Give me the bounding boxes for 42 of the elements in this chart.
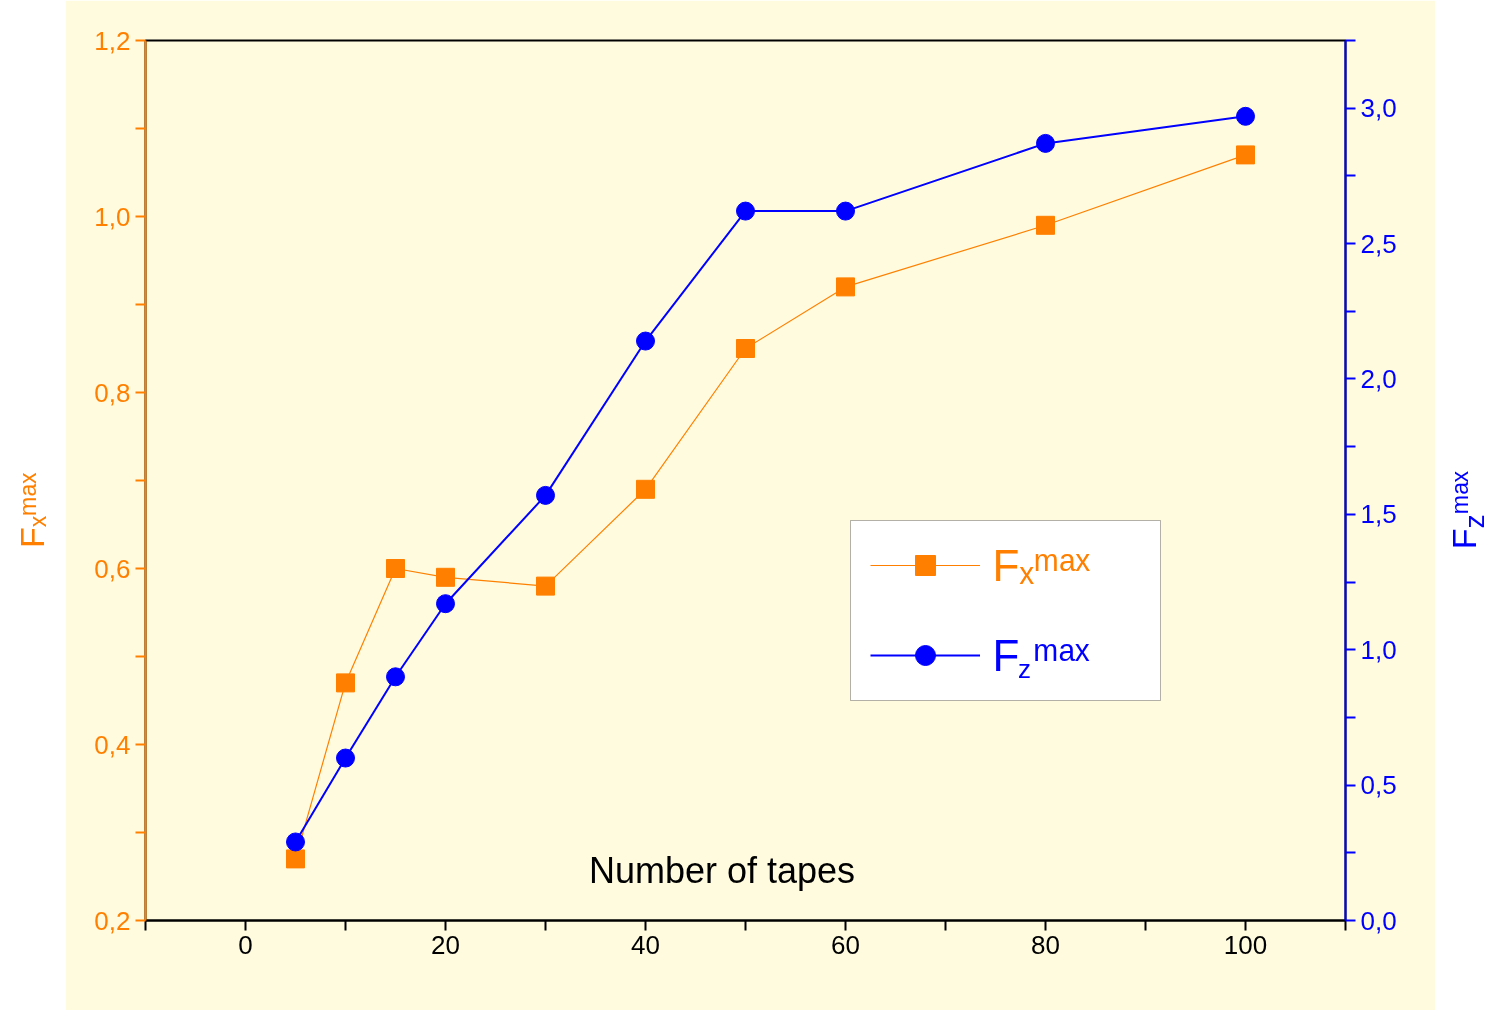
y-tick-label: 0,8 [94, 377, 131, 408]
point [436, 567, 455, 587]
point [386, 559, 405, 578]
point [536, 576, 555, 596]
y2-tick-label: 0,0 [1360, 905, 1397, 936]
point [336, 673, 355, 693]
x-tick-label: 60 [831, 929, 860, 960]
point [636, 479, 655, 499]
point [836, 201, 855, 221]
point [386, 667, 405, 687]
point [436, 594, 455, 614]
x-axis-title: Number of tapes [588, 850, 856, 891]
x-tick-label: 0 [238, 929, 253, 960]
point [636, 331, 655, 351]
point [736, 339, 755, 358]
y-tick-label: 1,2 [94, 25, 131, 56]
point [1036, 133, 1055, 153]
y-tick-label: 0,6 [94, 553, 131, 584]
y-tick-label: 0,2 [94, 905, 131, 936]
x-tick-label: 20 [431, 929, 460, 960]
legend-label: Fₓᵐᵃˣ [992, 541, 1091, 590]
y2-tick-label: 3,0 [1360, 93, 1397, 124]
y-tick-label: 1,0 [94, 201, 131, 232]
point [1236, 145, 1255, 165]
x-tick-label: 40 [631, 929, 660, 960]
y-axis-title: Fₓᵐᵃˣ [12, 472, 53, 548]
point [836, 277, 855, 297]
point [286, 832, 305, 852]
y2-tick-label: 2,0 [1360, 363, 1397, 394]
point [336, 748, 355, 768]
y2-tick-label: 0,5 [1360, 770, 1397, 801]
point [1036, 215, 1055, 235]
x-tick-label: 100 [1223, 929, 1268, 960]
y2-tick-label: 1,5 [1360, 499, 1397, 530]
x-tick-label: 80 [1031, 929, 1060, 960]
point [1236, 106, 1255, 126]
point [736, 201, 755, 221]
y2-tick-label: 1,0 [1360, 634, 1397, 665]
y2-tick-label: 2,5 [1360, 228, 1397, 259]
y-tick-label: 0,4 [94, 729, 131, 760]
point [286, 849, 305, 869]
point [536, 485, 555, 505]
